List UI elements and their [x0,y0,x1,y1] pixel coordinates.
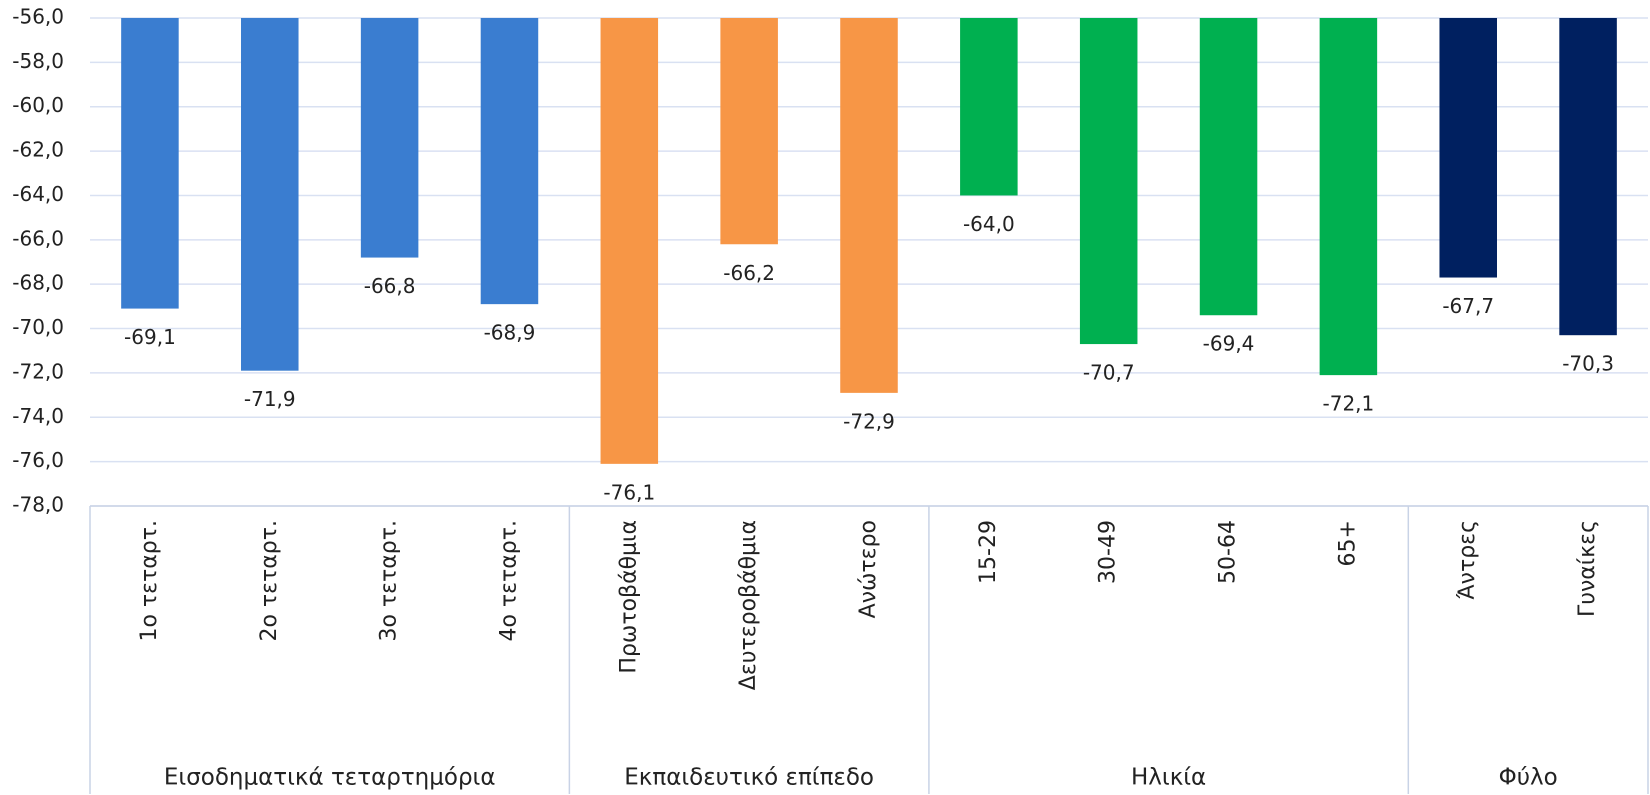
data-label: -70,3 [1562,352,1614,376]
bar [1079,18,1138,345]
bar [1199,18,1258,316]
data-label: -64,0 [963,212,1015,236]
group-label: Ηλικία [1131,765,1206,791]
y-tick-label: -58,0 [12,49,64,73]
y-tick-label: -76,0 [12,448,64,472]
y-tick-label: -70,0 [12,315,64,339]
group-label: Εκπαιδευτικό επίπεδο [624,765,874,791]
bar [960,18,1018,196]
data-label: -66,2 [723,261,775,285]
data-label: -70,7 [1083,361,1135,385]
bar [1559,18,1617,336]
data-label: -71,9 [244,387,296,411]
data-label: -66,8 [364,274,416,298]
data-label: -68,9 [484,321,536,345]
y-tick-label: -62,0 [12,138,64,162]
data-label: -72,9 [843,409,895,433]
x-tick-label: Ανώτερο [856,520,881,618]
bar [241,18,299,371]
x-tick-label: Γυναίκες [1575,520,1600,617]
group-label: Φύλο [1499,765,1558,791]
x-tick-label: 1ο τεταρτ. [137,520,162,642]
bar [360,18,419,258]
x-tick-label: 30-49 [1096,520,1121,584]
x-tick-label: Πρωτοβάθμια [616,520,641,674]
x-tick-label: Άντρες [1455,520,1480,600]
x-tick-label: 15-29 [976,520,1001,584]
bar [720,18,778,245]
x-tick-label: 50-64 [1216,520,1241,584]
bar [840,18,898,393]
x-tick-label: 3ο τεταρτ. [377,520,402,642]
y-tick-label: -72,0 [12,359,64,383]
y-tick-label: -64,0 [12,182,64,206]
data-label: -67,7 [1442,294,1494,318]
y-tick-label: -66,0 [12,226,64,250]
x-tick-label: Δευτεροβάθμια [736,520,761,690]
x-tick-label: 65+ [1335,520,1360,566]
data-label: -69,1 [124,325,176,349]
x-tick-label: 2ο τεταρτ. [257,520,282,642]
bar [600,18,659,464]
data-label: -72,1 [1323,392,1375,416]
bar [121,18,179,309]
y-tick-label: -74,0 [12,404,64,428]
y-tick-label: -68,0 [12,271,64,295]
data-label: -76,1 [603,480,655,504]
bar [1319,18,1378,376]
bar [1439,18,1497,278]
group-label: Εισοδηματικά τεταρτημόρια [164,765,496,791]
y-tick-label: -60,0 [12,93,64,117]
x-tick-label: 4ο τεταρτ. [496,520,521,642]
y-tick-label: -78,0 [12,493,64,517]
bar [480,18,539,305]
y-tick-label: -56,0 [12,5,64,29]
data-label: -69,4 [1203,332,1255,356]
